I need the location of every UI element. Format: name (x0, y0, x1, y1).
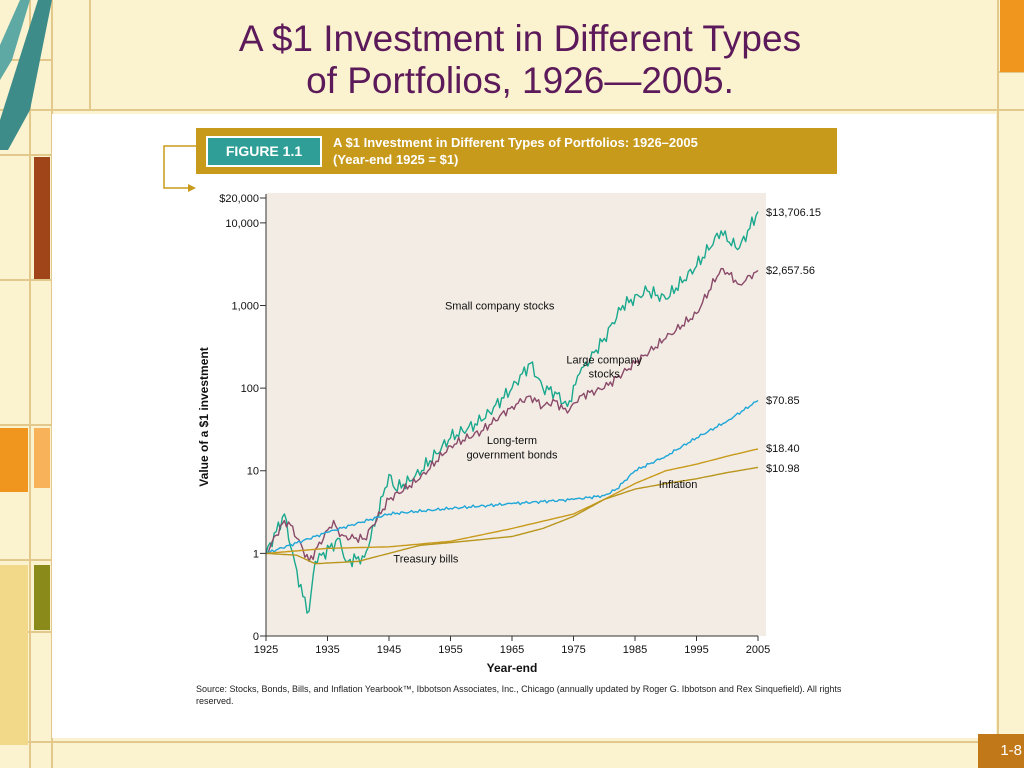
series-line-treasury-bills (265, 448, 759, 555)
series-annotation: government bonds (466, 450, 558, 462)
y-axis-title: Value of a $1 investment (197, 347, 211, 486)
y-tick-label: 1,000 (231, 300, 259, 312)
end-value-label: $70.85 (766, 395, 800, 407)
x-tick-label: 1975 (561, 644, 585, 656)
y-tick-label: 10 (247, 466, 259, 478)
page-number: 1-8 (978, 734, 1024, 768)
x-tick-label: 1995 (684, 644, 708, 656)
y-tick-label: 1 (253, 548, 259, 560)
x-axis-title: Year-end (487, 661, 538, 675)
x-tick-label: 1925 (254, 644, 278, 656)
x-tick-label: 1985 (623, 644, 647, 656)
figure-source-note: Source: Stocks, Bonds, Bills, and Inflat… (196, 684, 842, 706)
slide-title-line-2: of Portfolios, 1926—2005. (306, 60, 734, 101)
slide-title: A $1 Investment in Different Types of Po… (140, 18, 900, 102)
end-value-label: $13,706.15 (766, 207, 821, 219)
series-line-large-company (265, 267, 759, 563)
x-tick-label: 2005 (746, 644, 770, 656)
y-tick-label: 10,000 (225, 218, 259, 230)
series-line-inflation (265, 466, 759, 565)
x-tick-label: 1965 (500, 644, 524, 656)
figure-tag: FIGURE 1.1 (206, 136, 322, 167)
series-annotation: Small company stocks (445, 300, 555, 312)
x-tick-label: 1955 (438, 644, 462, 656)
y-tick-label: 0 (253, 631, 259, 643)
series-annotation: Treasury bills (393, 553, 458, 565)
series-annotation: Long-term (487, 435, 537, 447)
slide-title-line-1: A $1 Investment in Different Types (238, 18, 802, 59)
series-annotation: Inflation (659, 479, 698, 491)
figure-caption: A $1 Investment in Different Types of Po… (333, 134, 698, 168)
x-tick-label: 1935 (315, 644, 339, 656)
series-layer (265, 211, 759, 614)
end-value-label: $2,657.56 (766, 265, 815, 277)
series-annotation: Large company (566, 354, 642, 366)
y-tick-label: $20,000 (219, 193, 259, 205)
figure-caption-line-2: (Year-end 1925 = $1) (333, 152, 459, 167)
plot-background (266, 193, 766, 636)
series-annotation: stocks (589, 368, 621, 380)
end-value-label: $10.98 (766, 463, 800, 475)
series-line-government-bonds (265, 399, 759, 554)
figure-caption-line-1: A $1 Investment in Different Types of Po… (333, 135, 698, 150)
end-value-label: $18.40 (766, 443, 800, 455)
label-layer: Year-end Value of a $1 investment $13,706.… (197, 207, 821, 675)
x-tick-label: 1945 (377, 644, 401, 656)
y-tick-label: 100 (241, 383, 259, 395)
